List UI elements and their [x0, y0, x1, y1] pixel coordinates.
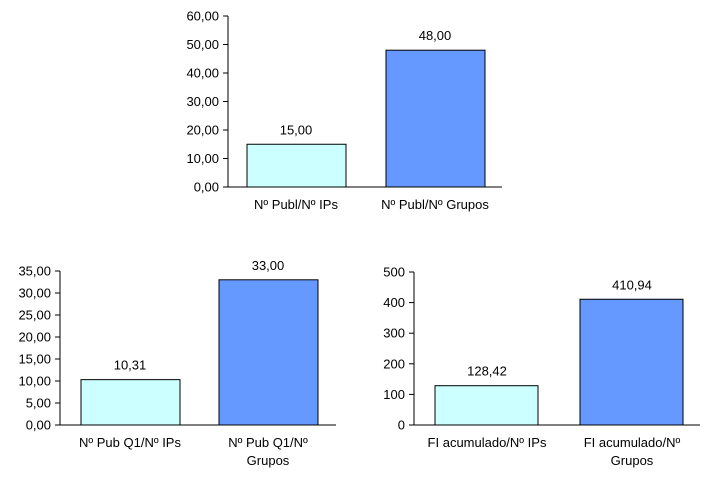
- data-label: 33,00: [252, 258, 285, 273]
- data-label: 128,42: [467, 364, 507, 379]
- y-tick-label: 35,00: [18, 264, 51, 279]
- y-tick-label: 100: [383, 387, 405, 402]
- y-tick-label: 0: [398, 418, 405, 433]
- y-tick-label: 30,00: [18, 286, 51, 301]
- y-tick-label: 200: [383, 356, 405, 371]
- x-tick-label: Grupos: [611, 453, 654, 468]
- y-tick-label: 10,00: [186, 151, 219, 166]
- y-tick-label: 50,00: [186, 37, 219, 52]
- bar-1: [80, 379, 181, 426]
- chart-2: 0,00 5,00 10,00 15,00 20,00 25,00 30,00 35,00 10…: [18, 258, 336, 468]
- y-tick-label: 0,00: [194, 180, 219, 195]
- chart-3: 0 100 200 300 400 500 128,42 FI acumulado/Nº IP…: [383, 265, 700, 468]
- data-label: 410,94: [612, 277, 652, 292]
- y-tick-label: 500: [383, 265, 405, 280]
- x-tick-label: FI acumulado/Nº: [584, 435, 681, 450]
- y-tick-label: 5,00: [26, 396, 51, 411]
- x-tick-label: Grupos: [247, 453, 290, 468]
- y-tick-label: 400: [383, 295, 405, 310]
- bar-2: [579, 298, 684, 426]
- x-tick-label: FI acumulado/Nº IPs: [428, 435, 547, 450]
- y-tick-label: 25,00: [18, 308, 51, 323]
- bar-2: [218, 279, 319, 426]
- bar-1: [434, 385, 539, 426]
- data-label: 48,00: [419, 28, 452, 43]
- x-tick-label: Nº Publ/Nº IPs: [254, 197, 338, 212]
- y-tick-label: 30,00: [186, 94, 219, 109]
- y-tick-label: 20,00: [186, 123, 219, 138]
- bar-2: [385, 49, 486, 188]
- chart-1: 0,00 10,00 20,00 30,00 40,00 50,00 60,00 15,00 N…: [186, 9, 502, 212]
- x-tick-label: Nº Pub Q1/Nº IPs: [79, 435, 181, 450]
- y-tick-label: 20,00: [18, 330, 51, 345]
- x-tick-label: Nº Publ/Nº Grupos: [381, 197, 489, 212]
- y-tick-label: 300: [383, 326, 405, 341]
- y-tick-label: 40,00: [186, 66, 219, 81]
- x-tick-label: Nº Pub Q1/Nº: [228, 435, 308, 450]
- y-tick-label: 60,00: [186, 9, 219, 24]
- data-label: 15,00: [280, 122, 313, 137]
- y-tick-label: 10,00: [18, 374, 51, 389]
- bar-1: [246, 143, 347, 188]
- data-label: 10,31: [114, 358, 147, 373]
- y-tick-label: 0,00: [26, 418, 51, 433]
- y-tick-label: 15,00: [18, 352, 51, 367]
